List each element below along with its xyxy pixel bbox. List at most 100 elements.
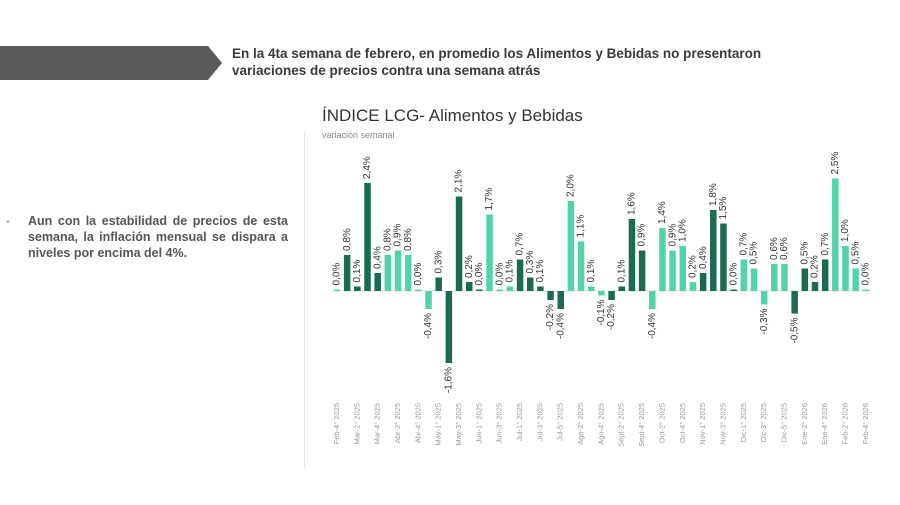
bar xyxy=(445,291,453,363)
data-label: 2,1% xyxy=(454,170,465,193)
headline: En la 4ta semana de febrero, en promedio… xyxy=(232,46,762,78)
data-label: 0,9% xyxy=(393,224,404,247)
data-label: 2,0% xyxy=(566,174,577,197)
bar xyxy=(791,291,798,314)
bar xyxy=(425,291,432,309)
bar xyxy=(852,268,859,291)
data-label: 0,9% xyxy=(637,224,648,247)
bar xyxy=(394,250,402,291)
data-label: 0,4% xyxy=(698,246,709,269)
bar xyxy=(679,246,687,291)
bar xyxy=(659,228,666,291)
bar xyxy=(862,289,870,291)
chart-subtitle: variación semanal xyxy=(322,130,395,140)
bar xyxy=(343,255,351,291)
bar xyxy=(710,210,717,291)
x-tick-label: Dic-1° 2025 xyxy=(739,403,748,442)
bar xyxy=(821,259,829,291)
bar xyxy=(760,291,768,305)
bar xyxy=(577,241,585,291)
data-label: 0,0% xyxy=(413,263,424,286)
data-label: -0,2% xyxy=(606,304,617,330)
x-tick-label: Oct-4° 2025 xyxy=(678,403,687,443)
x-tick-label: Ene-2° 2026 xyxy=(800,403,809,445)
data-label: -0,1% xyxy=(596,299,607,325)
bar xyxy=(486,214,493,291)
x-tick-label: Nov-1° 2025 xyxy=(698,403,707,445)
x-tick-label: Nov-3° 2025 xyxy=(718,403,727,445)
bar xyxy=(649,291,656,309)
bar xyxy=(669,250,676,291)
bar xyxy=(516,259,524,291)
bar xyxy=(557,291,564,309)
data-label: -0,4% xyxy=(647,313,658,339)
bar xyxy=(333,289,341,291)
data-label: 0,0% xyxy=(474,263,485,286)
bar xyxy=(537,286,544,291)
data-label: -0,4% xyxy=(555,313,566,339)
data-label: 1,7% xyxy=(484,188,495,211)
data-label: 0,1% xyxy=(505,260,516,283)
bar xyxy=(404,255,412,291)
bar xyxy=(476,289,483,291)
bar xyxy=(465,282,473,291)
data-label: 0,9% xyxy=(667,224,678,247)
x-tick-label: Sept-2° 2025 xyxy=(617,403,626,447)
bar xyxy=(781,264,788,291)
x-tick-label: Dic-5° 2025 xyxy=(779,403,788,442)
x-tick-label: May-3° 2025 xyxy=(454,403,463,446)
data-label: 0,4% xyxy=(372,246,383,269)
data-label: 1,1% xyxy=(576,215,587,238)
data-label: 1,0% xyxy=(677,219,688,242)
x-tick-label: Feb-4° 2026 xyxy=(861,403,870,444)
x-tick-label: Feb-4° 2025 xyxy=(332,403,341,444)
x-tick-label: May-1° 2025 xyxy=(434,403,443,446)
data-label: 0,1% xyxy=(352,260,363,283)
data-label: 0,6% xyxy=(769,237,780,260)
x-tick-label: Jun-3° 2025 xyxy=(495,403,504,444)
data-label: -0,3% xyxy=(759,308,770,334)
bar xyxy=(567,201,575,291)
divider xyxy=(304,130,305,470)
x-tick-label: Mar-2° 2025 xyxy=(352,403,361,444)
bar xyxy=(496,289,503,291)
data-label: 1,5% xyxy=(718,197,729,220)
bar xyxy=(364,183,371,291)
data-label: -0,4% xyxy=(423,313,434,339)
bullet-text: Aun con la estabilidad de precios de est… xyxy=(28,214,288,260)
x-tick-label: Jul-1° 2025 xyxy=(515,403,524,441)
bar xyxy=(832,178,839,291)
bar xyxy=(730,289,737,291)
data-label: 0,8% xyxy=(382,228,393,251)
data-label: -0,2% xyxy=(545,304,556,330)
x-tick-label: Sept-4° 2025 xyxy=(637,403,646,447)
x-tick-label: Jun-1° 2025 xyxy=(474,403,483,444)
data-label: 0,6% xyxy=(779,237,790,260)
data-label: 0,5% xyxy=(749,242,760,265)
x-tick-label: Feb-2° 2026 xyxy=(840,403,849,444)
bar xyxy=(740,259,748,291)
x-tick-label: Ene-4° 2026 xyxy=(820,403,829,445)
bar xyxy=(374,273,381,291)
bar xyxy=(455,196,463,291)
data-label: 0,8% xyxy=(403,228,414,251)
header-banner-arrow xyxy=(0,46,222,80)
data-label: 0,2% xyxy=(810,255,821,278)
data-label: 0,7% xyxy=(820,233,831,256)
data-label: 0,1% xyxy=(586,260,597,283)
data-label: 1,4% xyxy=(657,201,668,224)
bar xyxy=(547,291,554,300)
bar xyxy=(598,291,605,296)
data-label: 0,0% xyxy=(860,263,871,286)
data-label: 1,8% xyxy=(708,183,719,206)
bar xyxy=(354,286,361,291)
data-label: 0,2% xyxy=(688,255,699,278)
x-tick-label: Ago-4° 2025 xyxy=(596,403,605,445)
data-label: 1,0% xyxy=(840,219,851,242)
data-label: 1,6% xyxy=(627,192,638,215)
data-label: 0,0% xyxy=(728,263,739,286)
bar xyxy=(699,273,707,291)
bar xyxy=(506,286,514,291)
data-label: 0,1% xyxy=(535,260,546,283)
